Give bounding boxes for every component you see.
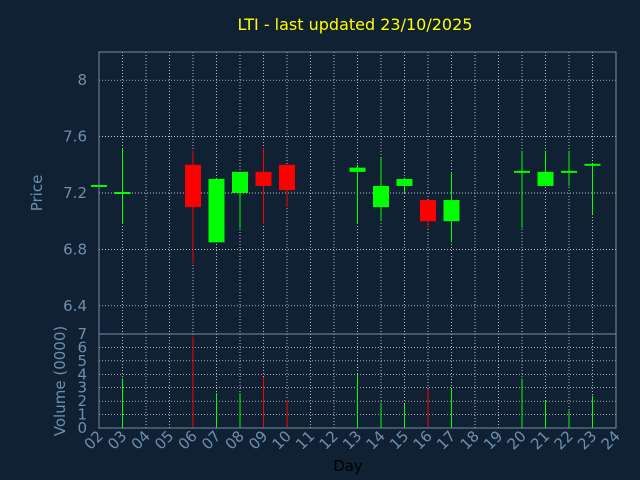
candle <box>443 171 460 243</box>
candle <box>185 150 201 264</box>
candle-body <box>396 178 413 186</box>
candle-body <box>514 170 530 173</box>
price-axis-label: Price <box>28 175 46 212</box>
candle <box>373 157 389 222</box>
volume-tick-label: 7 <box>77 325 87 343</box>
price-tick-label: 7.6 <box>63 128 87 146</box>
price-tick-labels: 6.4 6.8 7.2 7.6 8 <box>63 71 87 315</box>
volume-tick-label: 0 <box>77 419 87 437</box>
price-tick-label: 7.2 <box>63 184 87 202</box>
chart-title: LTI - last updated 23/10/2025 <box>238 15 473 34</box>
candle <box>514 150 530 229</box>
candle-body <box>232 171 248 193</box>
x-tick-labels: 0203040506070809101112131415161718192021… <box>81 427 624 453</box>
candle-body <box>561 170 577 173</box>
candles-layer <box>91 147 601 264</box>
volume-tick-label: 3 <box>77 379 87 397</box>
candle <box>279 164 295 208</box>
candle <box>349 164 366 225</box>
volume-axis-label: Volume (0000) <box>51 326 69 436</box>
candle <box>420 200 436 229</box>
candle <box>537 150 554 186</box>
candle <box>232 171 248 229</box>
x-axis-label: Day <box>333 457 363 475</box>
candle <box>561 150 577 186</box>
volume-tick-label: 6 <box>77 338 87 356</box>
candle <box>114 147 131 225</box>
price-tick-label: 8 <box>77 71 87 89</box>
volume-bars-layer <box>122 336 593 428</box>
volume-tick-label: 4 <box>77 365 87 383</box>
candle <box>208 178 225 243</box>
volume-tick-label: 2 <box>77 392 87 410</box>
candle-body <box>373 185 389 208</box>
candle-body <box>114 192 131 194</box>
candle-body <box>443 200 460 222</box>
volume-tick-label: 5 <box>77 352 87 370</box>
candle-body <box>584 163 601 166</box>
candle-body <box>185 164 201 208</box>
candle-body <box>255 171 272 186</box>
candle-body <box>420 200 436 222</box>
price-tick-label: 6.4 <box>63 297 87 315</box>
candle <box>584 163 601 215</box>
candle-body <box>537 171 554 186</box>
volume-tick-label: 1 <box>77 406 87 424</box>
candle <box>255 147 272 225</box>
candle <box>396 178 413 193</box>
candle-body <box>279 164 295 191</box>
price-tick-label: 6.8 <box>63 240 87 258</box>
volume-panel-frame <box>98 333 617 429</box>
candle-body <box>349 167 366 172</box>
candle-body <box>208 178 225 243</box>
